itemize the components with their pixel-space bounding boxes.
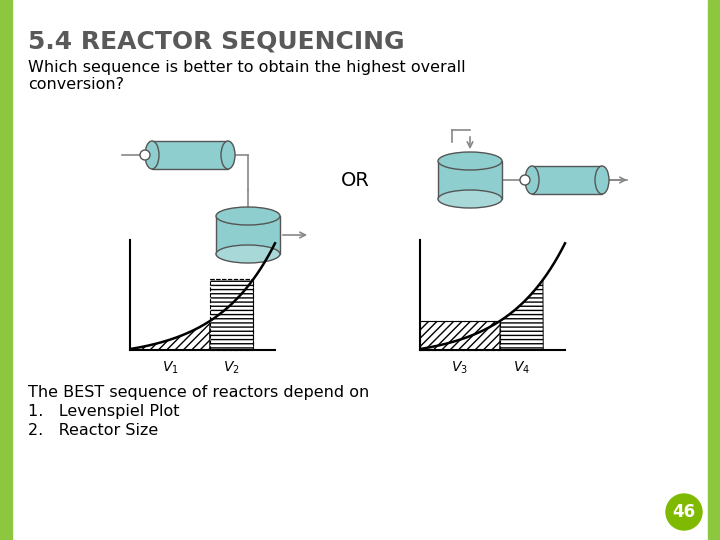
Ellipse shape	[221, 141, 235, 169]
Text: $V_1$: $V_1$	[161, 360, 179, 376]
Ellipse shape	[438, 152, 502, 170]
Ellipse shape	[216, 245, 280, 263]
Bar	[708, 0, 720, 540]
Bar	[152, 141, 228, 169]
Bar	[0, 0, 12, 540]
Ellipse shape	[140, 150, 150, 160]
Polygon shape	[500, 280, 544, 350]
Text: 1.   Levenspiel Plot: 1. Levenspiel Plot	[28, 404, 179, 419]
Ellipse shape	[145, 141, 159, 169]
Text: The BEST sequence of reactors depend on: The BEST sequence of reactors depend on	[28, 385, 369, 400]
Bar	[420, 321, 500, 350]
Text: 2.   Reactor Size: 2. Reactor Size	[28, 423, 158, 438]
Ellipse shape	[595, 166, 609, 194]
Text: 46: 46	[672, 503, 696, 521]
Polygon shape	[130, 321, 210, 350]
Text: $V_4$: $V_4$	[513, 360, 530, 376]
Ellipse shape	[216, 207, 280, 225]
Bar	[216, 216, 280, 254]
Text: 5.4 REACTOR SEQUENCING: 5.4 REACTOR SEQUENCING	[28, 30, 405, 54]
Ellipse shape	[525, 166, 539, 194]
Text: Which sequence is better to obtain the highest overall
conversion?: Which sequence is better to obtain the h…	[28, 60, 466, 92]
Bar	[210, 279, 253, 350]
Text: OR: OR	[341, 171, 369, 190]
Ellipse shape	[520, 175, 530, 185]
Text: $V_2$: $V_2$	[223, 360, 240, 376]
Bar	[438, 161, 502, 199]
Text: $V_3$: $V_3$	[451, 360, 468, 376]
Ellipse shape	[438, 190, 502, 208]
Circle shape	[666, 494, 702, 530]
Bar	[532, 166, 602, 194]
